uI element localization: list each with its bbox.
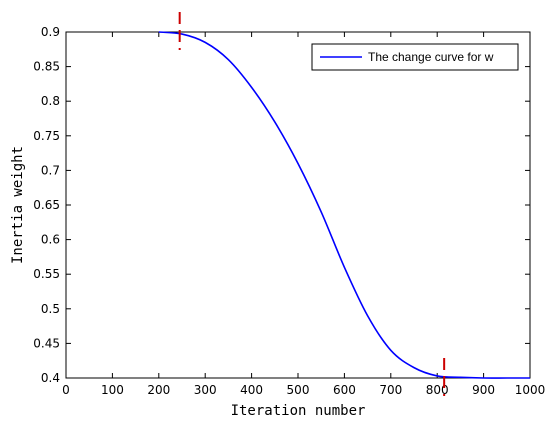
y-tick-label: 0.55: [33, 267, 60, 281]
plot-area: [65, 31, 531, 379]
series-layer: [158, 31, 530, 379]
tick-group: 0 100 200 300 400 500 600 700 800 900 1000 0.4 0.45 0…: [33, 25, 545, 397]
y-tick-label: 0.4: [41, 371, 60, 385]
x-axis-label: Iteration number: [231, 403, 366, 419]
y-tick-label: 0.7: [41, 163, 60, 177]
series-line: [158, 31, 530, 379]
x-tick-label: 400: [240, 383, 263, 397]
marker-layer: [178, 12, 446, 396]
x-tick-label: 200: [147, 383, 170, 397]
x-tick-label: 600: [333, 383, 356, 397]
y-tick-label: 0.65: [33, 198, 60, 212]
x-tick-label: 0: [62, 383, 70, 397]
y-tick-label: 0.6: [41, 233, 60, 247]
legend-label: The change curve for w: [368, 50, 494, 64]
y-tick-label: 0.45: [33, 336, 60, 350]
x-tick-label: 500: [287, 383, 310, 397]
x-tick-label: 800: [426, 383, 449, 397]
x-tick-label: 900: [472, 383, 495, 397]
y-tick-label: 0.5: [41, 302, 60, 316]
x-tick-label: 700: [379, 383, 402, 397]
x-tick-label: 1000: [515, 383, 546, 397]
y-tick-label: 0.75: [33, 129, 60, 143]
x-tick-label: 100: [101, 383, 124, 397]
y-tick-label: 0.9: [41, 25, 60, 39]
x-tick-label: 300: [194, 383, 217, 397]
y-tick-label: 0.85: [33, 60, 60, 74]
y-axis-label: Inertia weight: [10, 146, 26, 264]
legend: The change curve for w: [311, 43, 519, 71]
y-tick-label: 0.8: [41, 94, 60, 108]
